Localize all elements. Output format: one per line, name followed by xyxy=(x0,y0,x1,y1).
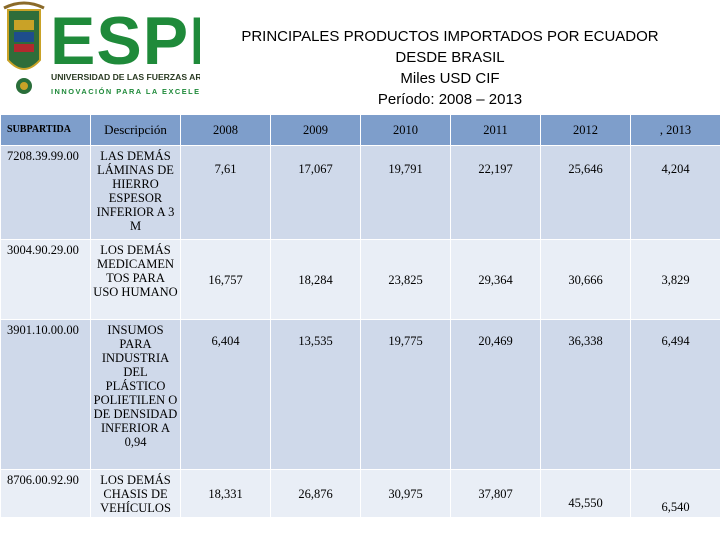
title-line-3: Miles USD CIF xyxy=(400,70,500,87)
cell-2011: 22,197 xyxy=(450,145,541,240)
cell-2008: 16,757 xyxy=(180,239,271,320)
header-2011: 2011 xyxy=(450,114,541,146)
cell-2010: 19,791 xyxy=(360,145,451,240)
table-row: 7208.39.99.00 LAS DEMÁS LÁMINAS DE HIERR… xyxy=(0,145,720,240)
logo-wordmark: ESPE xyxy=(50,3,200,79)
cell-2008: 6,404 xyxy=(180,319,271,470)
cell-2010: 23,825 xyxy=(360,239,451,320)
header-subpartida: SUBPARTIDA xyxy=(0,114,91,146)
table-header-row: SUBPARTIDA Descripción 2008 2009 2010 20… xyxy=(0,114,720,146)
cell-2009: 18,284 xyxy=(270,239,361,320)
header-2008: 2008 xyxy=(180,114,271,146)
row-description: LOS DEMÁS MEDICAMEN TOS PARA USO HUMANO xyxy=(90,239,181,320)
row-description: LOS DEMÁS CHASIS DE VEHÍCULOS xyxy=(90,469,181,518)
cell-2012: 36,338 xyxy=(540,319,631,470)
table-row: 3901.10.00.00 INSUMOS PARA INDUSTRIA DEL… xyxy=(0,319,720,470)
header-descripcion: Descripción xyxy=(90,114,181,146)
cell-2010: 30,975 xyxy=(360,469,451,518)
cell-2009: 26,876 xyxy=(270,469,361,518)
row-description: LAS DEMÁS LÁMINAS DE HIERRO ESPESOR INFE… xyxy=(90,145,181,240)
row-code: 8706.00.92.90 xyxy=(0,469,91,518)
cell-2013: 6,494 xyxy=(630,319,720,470)
logo-subtitle: UNIVERSIDAD DE LAS FUERZAS ARMADAS xyxy=(51,72,200,82)
header-2010: 2010 xyxy=(360,114,451,146)
title-line-2: DESDE BRASIL xyxy=(395,49,505,66)
cell-2011: 37,807 xyxy=(450,469,541,518)
cell-2008: 18,331 xyxy=(180,469,271,518)
header-2012: 2012 xyxy=(540,114,631,146)
header-2009: 2009 xyxy=(270,114,361,146)
cell-2008: 7,61 xyxy=(180,145,271,240)
title-line-1: PRINCIPALES PRODUCTOS IMPORTADOS POR ECU… xyxy=(241,28,659,45)
row-code: 3004.90.29.00 xyxy=(0,239,91,320)
header-2013: , 2013 xyxy=(630,114,720,146)
cell-2009: 17,067 xyxy=(270,145,361,240)
cell-2011: 20,469 xyxy=(450,319,541,470)
slide-header: ESPE UNIVERSIDAD DE LAS FUERZAS ARMADAS … xyxy=(0,0,720,116)
row-description: INSUMOS PARA INDUSTRIA DEL PLÁSTICO POLI… xyxy=(90,319,181,470)
imports-table: SUBPARTIDA Descripción 2008 2009 2010 20… xyxy=(0,114,720,518)
title-line-4: Período: 2008 – 2013 xyxy=(377,91,523,108)
cell-2013: 4,204 xyxy=(630,145,720,240)
cell-2012: 45,550 xyxy=(540,469,631,518)
cell-2010: 19,775 xyxy=(360,319,451,470)
row-code: 3901.10.00.00 xyxy=(0,319,91,470)
cell-2013: 6,540 xyxy=(630,469,720,518)
cell-2009: 13,535 xyxy=(270,319,361,470)
logo-tagline: INNOVACIÓN PARA LA EXCELENCIA xyxy=(51,87,200,96)
espe-logo: ESPE UNIVERSIDAD DE LAS FUERZAS ARMADAS … xyxy=(3,1,200,96)
cell-2011: 29,364 xyxy=(450,239,541,320)
slide-title: PRINCIPALES PRODUCTOS IMPORTADOS POR ECU… xyxy=(220,26,680,110)
cell-2012: 30,666 xyxy=(540,239,631,320)
cell-2013: 3,829 xyxy=(630,239,720,320)
cell-2012: 25,646 xyxy=(540,145,631,240)
table-row: 3004.90.29.00 LOS DEMÁS MEDICAMEN TOS PA… xyxy=(0,239,720,320)
coat-of-arms-icon xyxy=(3,1,45,94)
row-code: 7208.39.99.00 xyxy=(0,145,91,240)
table-row: 8706.00.92.90 LOS DEMÁS CHASIS DE VEHÍCU… xyxy=(0,469,720,518)
